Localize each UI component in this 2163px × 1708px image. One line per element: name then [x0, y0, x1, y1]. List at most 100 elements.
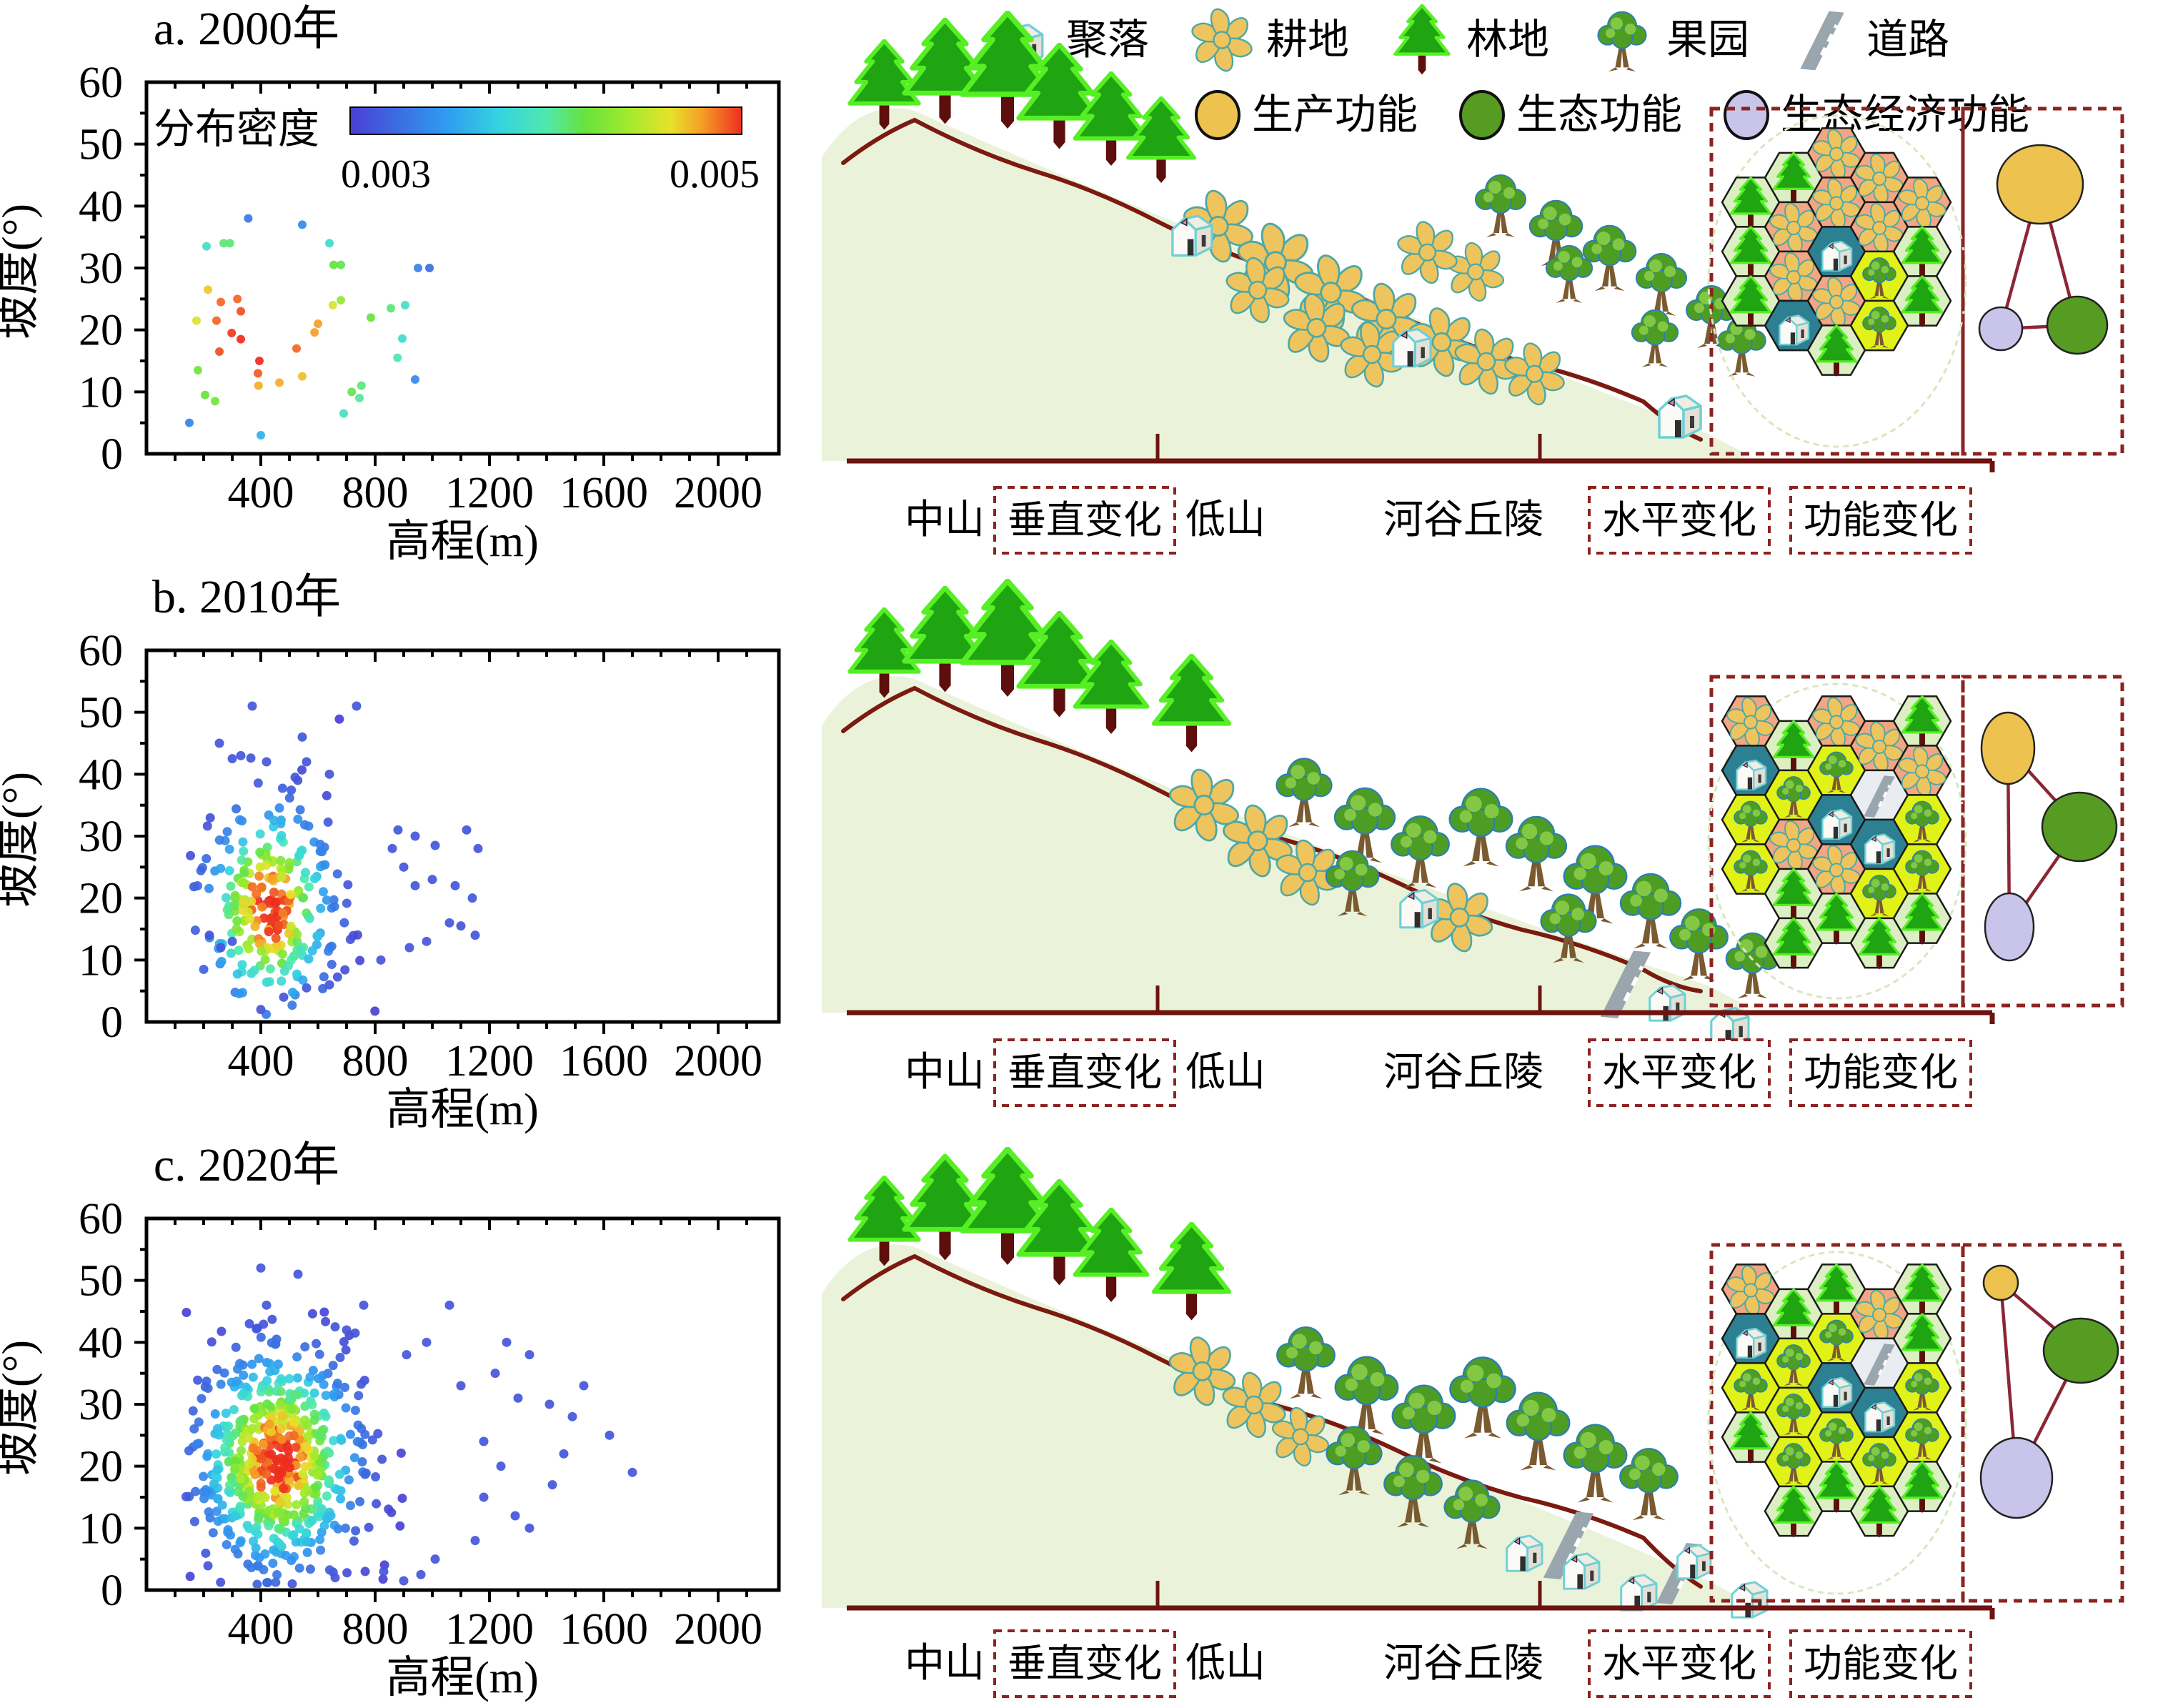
change-box-label: 功能变化: [1804, 499, 1958, 542]
orchard-icon: [1669, 908, 1729, 982]
svg-text:20: 20: [79, 307, 123, 355]
svg-text:0: 0: [101, 1567, 123, 1615]
orchard-icon: [1618, 1447, 1679, 1521]
legend-functions: 生产功能 生态功能 生态经济功能: [1195, 90, 2029, 140]
orchard-icon: [1563, 1424, 1628, 1504]
scene-svg-2020: 中山 低山 河谷丘陵 垂直变化 水平变化 功能变化: [822, 1136, 2124, 1698]
hex-panel-halo: [1707, 114, 1967, 448]
legend-label: 林地: [1466, 16, 1550, 63]
svg-text:20: 20: [79, 1443, 123, 1491]
hex-panel-border: [1709, 1243, 1965, 1603]
legend-label: 聚落: [1066, 16, 1150, 63]
orchard-icon: [1474, 174, 1527, 239]
legend-label: 生态功能: [1516, 91, 1683, 138]
crop-icon: [1445, 239, 1506, 304]
x-axis-label: 高程(m): [386, 517, 539, 566]
svg-text:400: 400: [228, 1037, 294, 1086]
axis-ticks: [134, 650, 748, 1034]
production-function-circle: [1982, 1264, 2019, 1301]
scatter-svg-c: c. 2020年 400 800 1200 1600 2000 0 10 20 30 40 50 60 高…: [0, 1139, 781, 1702]
colorbar-title: 分布密度: [154, 106, 319, 152]
production-circle-icon: [1195, 90, 1240, 140]
scatter-plot-2010: b. 2010年 400 800 1200 1600 2000 0 10 20 30 40 50 60 高…: [0, 568, 822, 1140]
zone-label: 河谷丘陵: [1383, 498, 1543, 542]
pine-icon: [905, 20, 985, 124]
change-box-label: 功能变化: [1804, 1051, 1958, 1094]
y-axis-label: 坡度(°): [0, 1340, 43, 1476]
svg-text:10: 10: [79, 368, 123, 417]
plot-title: a. 2000年: [154, 3, 339, 55]
axis-ticks: [134, 1218, 748, 1602]
colorbar-min: 0.003: [341, 152, 431, 197]
svg-text:1200: 1200: [445, 1037, 534, 1086]
scene-svg-2000: 中山 低山 河谷丘陵 垂直变化 水平变化 功能变化: [822, 0, 2124, 555]
zone-label: 中山: [905, 1642, 985, 1686]
orchard-icon: [1506, 1391, 1571, 1471]
svg-text:60: 60: [79, 1195, 123, 1243]
orchard-icon: [1635, 252, 1688, 317]
pine-icon: [905, 588, 985, 692]
economic-function-circle: [1979, 1436, 2054, 1519]
legend-item-cropland: 耕地: [1188, 4, 1349, 76]
legend-item-orchard: 果园: [1588, 4, 1749, 76]
axis-tick-labels: 400 800 1200 1600 2000 0 10 20 30 40 50 60: [79, 1195, 762, 1654]
svg-text:2000: 2000: [674, 469, 762, 517]
svg-text:50: 50: [79, 1257, 123, 1306]
legend-item-production-function: 生产功能: [1195, 90, 1418, 140]
svg-text:10: 10: [79, 1504, 123, 1553]
svg-text:10: 10: [79, 936, 123, 985]
svg-text:2000: 2000: [674, 1037, 762, 1086]
svg-text:800: 800: [342, 469, 409, 517]
svg-text:30: 30: [79, 244, 123, 293]
svg-text:1600: 1600: [560, 469, 648, 517]
hex-panel-border: [1709, 675, 1965, 1008]
plot-title: b. 2010年: [152, 571, 341, 623]
change-box-label: 功能变化: [1804, 1642, 1958, 1685]
hex-panel-halo: [1707, 682, 1967, 1000]
plot-frame: [144, 1216, 781, 1592]
svg-text:0: 0: [101, 430, 123, 479]
change-box-label: 垂直变化: [1008, 1642, 1162, 1685]
scatter-points: [185, 214, 434, 440]
axis-tick-labels: 400 800 1200 1600 2000 0 10 20 30 40 50 60: [79, 627, 762, 1086]
change-box: [993, 486, 1176, 555]
svg-text:1200: 1200: [445, 1605, 534, 1654]
x-axis-label: 高程(m): [386, 1654, 539, 1702]
function-panel-border: [1961, 675, 2124, 1008]
legend-item-settlement: 聚落: [988, 4, 1149, 76]
colorbar: [349, 106, 742, 135]
svg-text:800: 800: [342, 1037, 409, 1086]
economic-function-circle: [1978, 306, 2024, 352]
y-axis-label: 坡度(°): [0, 772, 43, 908]
zone-label: 低山: [1185, 498, 1266, 542]
ecological-function-circle: [2042, 1317, 2119, 1384]
axis-ticks: [134, 82, 748, 466]
orchard-icon: [1334, 1356, 1399, 1436]
svg-text:60: 60: [79, 627, 123, 675]
change-box-label: 垂直变化: [1008, 1051, 1162, 1094]
change-box: [1588, 1629, 1771, 1698]
baseline: [847, 434, 1995, 472]
change-box: [1789, 1629, 1972, 1698]
svg-text:30: 30: [79, 1381, 123, 1429]
svg-text:400: 400: [228, 1605, 294, 1654]
svg-text:20: 20: [79, 875, 123, 923]
zone-label: 中山: [905, 498, 985, 542]
svg-text:50: 50: [79, 689, 123, 738]
change-box: [1789, 1038, 1972, 1107]
svg-text:40: 40: [79, 1319, 123, 1367]
legend-landuse: 聚落 耕地 林地 果园 道路: [988, 4, 1949, 76]
plot-frame: [144, 648, 781, 1024]
scatter-points: [181, 1263, 637, 1588]
slope-scene-2010: 中山 低山 河谷丘陵 垂直变化 水平变化 功能变化: [822, 568, 2163, 1140]
change-box: [993, 1629, 1176, 1698]
baseline: [847, 1581, 1995, 1619]
change-box-label: 水平变化: [1602, 1051, 1756, 1094]
svg-text:60: 60: [79, 59, 123, 107]
ecological-function-circle: [2046, 295, 2109, 355]
hex-panel-halo: [1707, 1251, 1967, 1595]
pine-icon: [1154, 1224, 1229, 1321]
zone-label: 低山: [1185, 1051, 1266, 1095]
change-box-label: 水平变化: [1602, 1642, 1756, 1685]
